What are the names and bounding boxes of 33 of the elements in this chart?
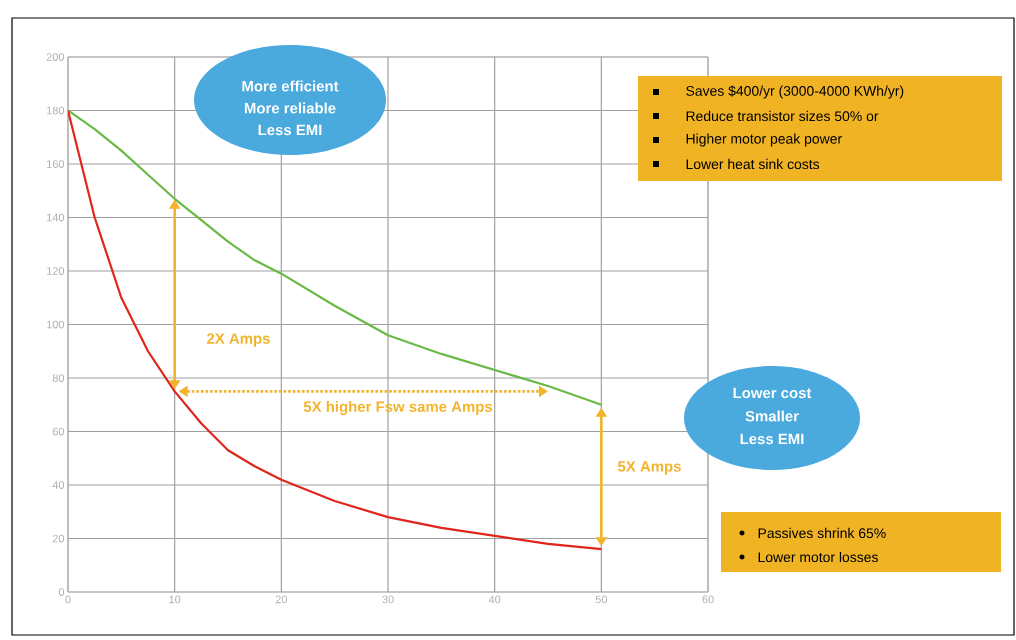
y-tick-label: 200 bbox=[46, 53, 65, 61]
x-tick-label: 0 bbox=[65, 595, 71, 604]
y-tick-label: 140 bbox=[47, 213, 65, 222]
x-tick-label: 40 bbox=[488, 595, 501, 604]
text: Lower motor losses bbox=[758, 551, 878, 563]
text: Passives shrink 65% bbox=[758, 527, 886, 539]
y-tick-label: 0 bbox=[58, 588, 65, 596]
annotation: More efficient bbox=[242, 80, 339, 92]
y-tick-label: 180 bbox=[47, 106, 65, 115]
x-tick-label: 50 bbox=[595, 595, 607, 604]
annotation: Saves $400/yr (3000-4000 KWh/yr) bbox=[686, 85, 904, 99]
y-tick-label: 60 bbox=[52, 427, 65, 436]
x-tick-label: 20 bbox=[275, 595, 287, 604]
x-tick-label: 30 bbox=[382, 595, 394, 604]
annotation: Reduce transistor sizes 50% or bbox=[686, 110, 879, 122]
y-tick-label: 40 bbox=[52, 481, 65, 489]
y-tick-label: 120 bbox=[47, 267, 65, 275]
annotation: 5X higher Fsw same Amps bbox=[303, 401, 493, 415]
text: Lower cost bbox=[733, 387, 812, 399]
annotation: 5X Amps bbox=[617, 461, 681, 475]
annotation: Less EMI bbox=[258, 124, 322, 136]
y-tick-label: 80 bbox=[52, 374, 65, 382]
y-tick-label: 20 bbox=[52, 534, 65, 543]
y-tick-label: 160 bbox=[47, 160, 65, 168]
text: Smaller bbox=[745, 410, 799, 422]
y-tick-label: 100 bbox=[47, 320, 65, 329]
x-tick-label: 10 bbox=[169, 595, 181, 604]
x-tick-label: 60 bbox=[702, 595, 714, 604]
annotation: 2X Amps bbox=[207, 333, 270, 347]
annotation: Lower heat sink costs bbox=[686, 158, 820, 170]
annotation: More reliable bbox=[244, 102, 336, 114]
text: Less EMI bbox=[740, 433, 804, 445]
annotation: Higher motor peak power bbox=[686, 133, 842, 147]
